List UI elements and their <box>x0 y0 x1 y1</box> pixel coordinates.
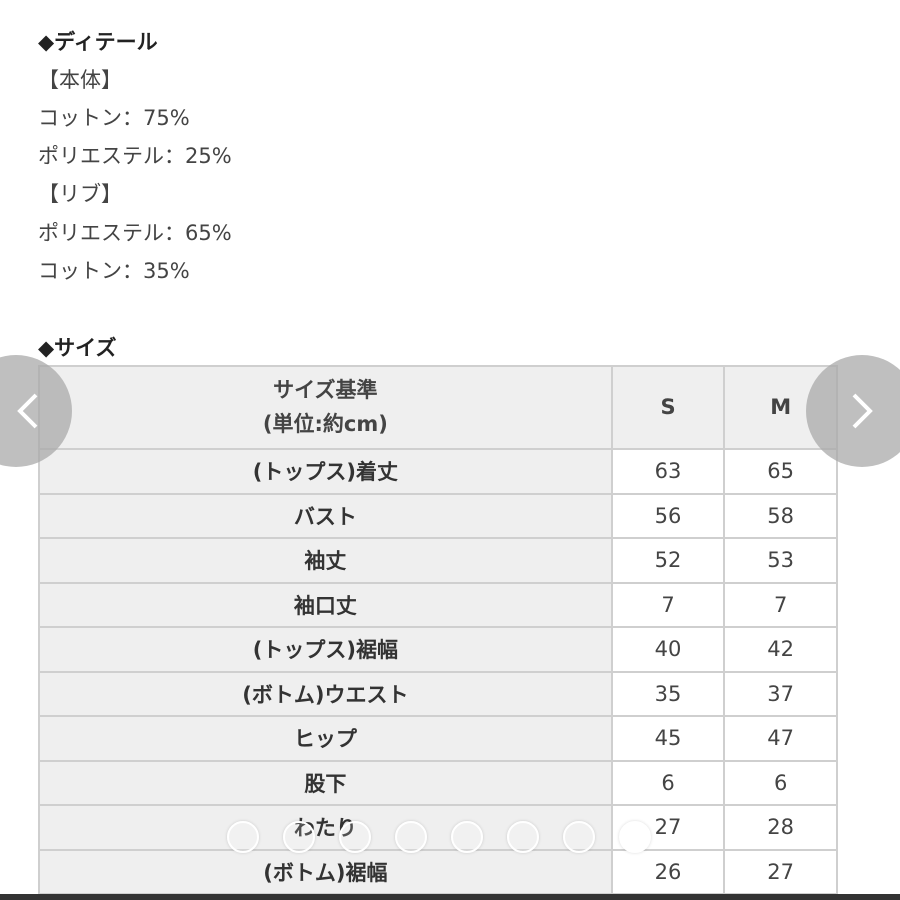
header-label-line2: (単位:約cm) <box>262 411 388 436</box>
table-row: 股下 6 6 <box>38 759 838 806</box>
chevron-left-icon <box>17 393 38 429</box>
row-label: (ボトム)ウエスト <box>38 670 613 717</box>
value-m: 7 <box>723 581 838 628</box>
value-s: 26 <box>610 848 726 895</box>
pagination-dot[interactable] <box>339 821 371 853</box>
table-row: (ボトム)裾幅 26 27 <box>38 848 838 895</box>
header-label: サイズ基準 (単位:約cm) <box>38 365 613 450</box>
value-m: 53 <box>723 537 838 584</box>
detail-line: ポリエステル：65% <box>38 221 232 245</box>
row-label: 袖丈 <box>38 537 613 584</box>
table-row: バスト 56 58 <box>38 492 838 539</box>
next-button[interactable] <box>806 355 900 467</box>
value-m: 37 <box>723 670 838 717</box>
size-heading: ◆サイズ <box>38 336 117 360</box>
table-row: (トップス)着丈 63 65 <box>38 448 838 495</box>
pagination-dot[interactable] <box>283 821 315 853</box>
pagination-dot[interactable] <box>451 821 483 853</box>
pagination-dot[interactable] <box>563 821 595 853</box>
pagination-dot[interactable] <box>619 821 651 853</box>
value-s: 6 <box>610 759 726 806</box>
pagination-dot[interactable] <box>395 821 427 853</box>
carousel-pagination <box>227 821 651 853</box>
value-m: 47 <box>723 715 838 762</box>
detail-line: ポリエステル：25% <box>38 144 232 168</box>
value-s: 35 <box>610 670 726 717</box>
value-m: 58 <box>723 492 838 539</box>
pagination-dot[interactable] <box>507 821 539 853</box>
detail-line: コットン：75% <box>38 106 190 130</box>
table-row: (ボトム)ウエスト 35 37 <box>38 670 838 717</box>
row-label: ヒップ <box>38 715 613 762</box>
value-m: 27 <box>723 848 838 895</box>
table-row: 袖口丈 7 7 <box>38 581 838 628</box>
value-m: 42 <box>723 626 838 673</box>
pagination-dot[interactable] <box>227 821 259 853</box>
value-s: 40 <box>610 626 726 673</box>
header-label-line1: サイズ基準 <box>273 377 378 402</box>
row-label: 袖口丈 <box>38 581 613 628</box>
table-header-row: サイズ基準 (単位:約cm) S M <box>38 365 838 450</box>
value-s: 7 <box>610 581 726 628</box>
value-m: 65 <box>723 448 838 495</box>
row-label: (トップス)着丈 <box>38 448 613 495</box>
table-row: ヒップ 45 47 <box>38 715 838 762</box>
header-s: S <box>610 365 726 450</box>
table-row: 袖丈 52 53 <box>38 537 838 584</box>
detail-line: 【本体】 <box>38 68 122 92</box>
value-s: 56 <box>610 492 726 539</box>
row-label: バスト <box>38 492 613 539</box>
value-s: 63 <box>610 448 726 495</box>
value-m: 6 <box>723 759 838 806</box>
bottom-border <box>0 894 900 900</box>
detail-line: 【リブ】 <box>38 182 122 206</box>
chevron-right-icon <box>852 393 873 429</box>
table-row: (トップス)裾幅 40 42 <box>38 626 838 673</box>
value-s: 45 <box>610 715 726 762</box>
row-label: (トップス)裾幅 <box>38 626 613 673</box>
value-s: 52 <box>610 537 726 584</box>
row-label: (ボトム)裾幅 <box>38 848 613 895</box>
detail-heading: ◆ディテール <box>38 30 158 54</box>
row-label: 股下 <box>38 759 613 806</box>
size-table: サイズ基準 (単位:約cm) S M (トップス)着丈 63 65 バスト 56 58 袖丈 5… <box>38 365 838 895</box>
detail-line: コットン：35% <box>38 259 190 283</box>
value-m: 28 <box>723 804 838 851</box>
